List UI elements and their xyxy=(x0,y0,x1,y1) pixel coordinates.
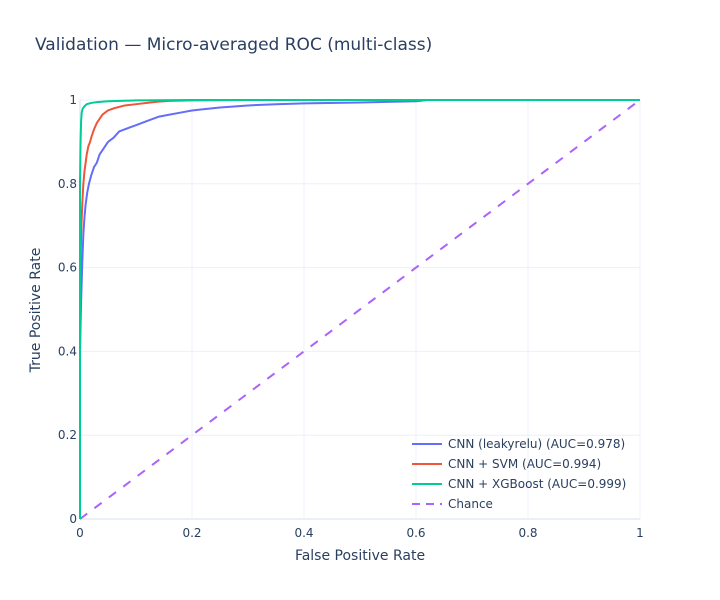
y-axis-title: True Positive Rate xyxy=(28,248,44,374)
x-tick-label: 0.2 xyxy=(182,526,201,540)
series-layer xyxy=(79,99,641,520)
x-tick-label: 0.8 xyxy=(518,526,537,540)
y-tick-label: 0.6 xyxy=(58,261,77,275)
legend-item-label: CNN (leakyrelu) (AUC=0.978) xyxy=(448,437,625,451)
y-tick-label: 0 xyxy=(69,512,77,526)
x-tick-label: 0 xyxy=(76,526,84,540)
tick-labels: 0 0.2 0.4 0.6 0.8 1 0 0.2 0.4 0.6 0.8 1 xyxy=(58,93,644,540)
x-axis-title: False Positive Rate xyxy=(295,548,425,564)
legend-item-label: CNN + XGBoost (AUC=0.999) xyxy=(448,477,626,491)
x-tick-label: 0.4 xyxy=(294,526,313,540)
series-line-0 xyxy=(79,99,640,519)
series-line-2 xyxy=(79,99,640,519)
y-tick-label: 0.8 xyxy=(58,177,77,191)
y-tick-label: 0.4 xyxy=(58,344,77,358)
legend: CNN (leakyrelu) (AUC=0.978) CNN + SVM (AU… xyxy=(412,437,626,511)
legend-item-label: CNN + SVM (AUC=0.994) xyxy=(448,457,601,471)
y-tick-label: 1 xyxy=(69,93,77,107)
legend-item-label: Chance xyxy=(448,497,493,511)
x-tick-label: 0.6 xyxy=(406,526,425,540)
series-line-chance xyxy=(79,99,641,520)
y-tick-label: 0.2 xyxy=(58,428,77,442)
x-tick-label: 1 xyxy=(636,526,644,540)
chart-title: Validation — Micro-averaged ROC (multi-c… xyxy=(35,35,432,55)
